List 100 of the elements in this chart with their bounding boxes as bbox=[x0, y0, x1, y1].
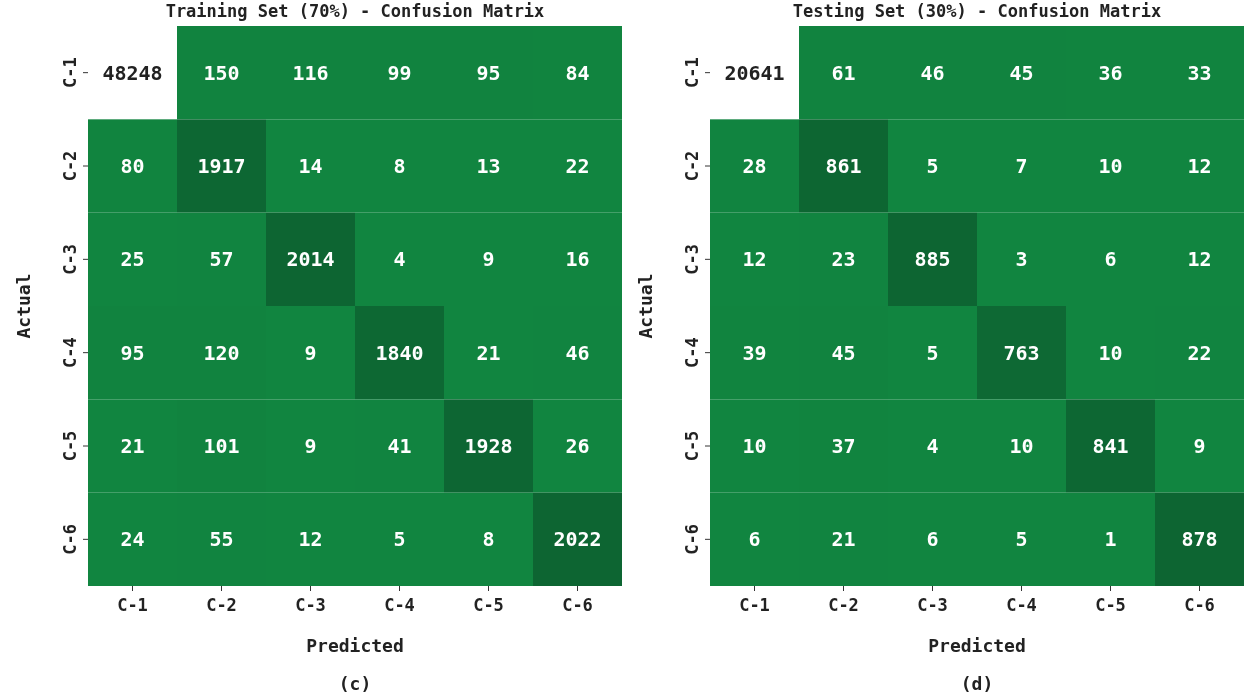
x-axis-title: Predicted bbox=[928, 635, 1026, 656]
x-tick-label: C-2 bbox=[828, 595, 859, 615]
data-label: 9 bbox=[304, 434, 317, 458]
data-label: 861 bbox=[825, 154, 862, 178]
data-label: 21 bbox=[476, 340, 501, 365]
text: (c) bbox=[338, 673, 372, 694]
data-label: 48248 bbox=[102, 60, 163, 85]
data-label: 1840 bbox=[375, 340, 424, 365]
data-label: 5 bbox=[926, 340, 939, 365]
data-label: 46 bbox=[565, 340, 590, 365]
x-tick-label: C-1 bbox=[739, 595, 770, 615]
data-label: 25 bbox=[120, 247, 145, 272]
x-tick-label: C-4 bbox=[1006, 595, 1037, 615]
data-label: 12 bbox=[1187, 247, 1212, 272]
data-label: 61 bbox=[831, 60, 856, 85]
y-tick-label: C-4 bbox=[682, 337, 702, 369]
data-label: 13 bbox=[476, 154, 501, 178]
y-tick-label: C-5 bbox=[682, 430, 702, 462]
data-label: 12 bbox=[1187, 154, 1212, 178]
y-tick-label: C-2 bbox=[60, 150, 80, 182]
data-label: 80 bbox=[120, 154, 145, 178]
data-label: 24 bbox=[120, 527, 145, 552]
data-label: 120 bbox=[203, 340, 240, 365]
data-label: 10 bbox=[1098, 154, 1123, 178]
data-label: 45 bbox=[1009, 60, 1034, 85]
y-tick-label: C-6 bbox=[682, 523, 702, 555]
data-label: 6 bbox=[1104, 247, 1117, 272]
x-tick-label: C-1 bbox=[117, 595, 148, 615]
data-label: 33 bbox=[1187, 60, 1212, 85]
y-tick-label: C-2 bbox=[682, 150, 702, 182]
data-label: 22 bbox=[1187, 340, 1212, 365]
x-tick-label: C-3 bbox=[917, 595, 948, 615]
data-label: 8 bbox=[393, 154, 406, 178]
data-label: 2014 bbox=[286, 247, 335, 272]
y-tick-label: C-3 bbox=[682, 243, 702, 275]
x-tick-label: C-3 bbox=[295, 595, 326, 615]
y-tick-label: C-6 bbox=[60, 523, 80, 555]
data-label: 2022 bbox=[553, 527, 602, 552]
x-tick-label: C-5 bbox=[473, 595, 504, 615]
data-label: 101 bbox=[203, 434, 240, 458]
data-label: 10 bbox=[1009, 434, 1034, 458]
data-label: 26 bbox=[565, 434, 590, 458]
data-label: 763 bbox=[1003, 340, 1040, 365]
data-label: 10 bbox=[742, 434, 767, 458]
data-label: 99 bbox=[387, 60, 412, 85]
data-label: 12 bbox=[742, 247, 767, 272]
chart-title: Testing Set (30%) - Confusion Matrix bbox=[792, 1, 1162, 21]
data-label: 46 bbox=[920, 60, 945, 85]
data-label: 37 bbox=[831, 434, 856, 458]
data-label: 12 bbox=[298, 527, 323, 552]
data-label: 1928 bbox=[464, 434, 513, 458]
data-label: 4 bbox=[393, 247, 406, 272]
y-tick-label: C-4 bbox=[60, 337, 80, 369]
data-label: 9 bbox=[304, 340, 317, 365]
x-tick-label: C-2 bbox=[206, 595, 237, 615]
data-label: 9 bbox=[482, 247, 495, 272]
data-label: 95 bbox=[476, 60, 501, 85]
data-label: 10 bbox=[1098, 340, 1123, 365]
data-label: 41 bbox=[387, 434, 412, 458]
x-axis-title: Predicted bbox=[306, 635, 404, 656]
data-label: 3 bbox=[1015, 247, 1028, 272]
y-tick-label: C-1 bbox=[682, 57, 702, 89]
x-tick-label: C-4 bbox=[384, 595, 415, 615]
data-label: 6 bbox=[748, 527, 761, 552]
text: (d) bbox=[960, 673, 994, 694]
data-label: 5 bbox=[926, 154, 939, 178]
data-label: 4 bbox=[926, 434, 939, 458]
data-label: 45 bbox=[831, 340, 856, 365]
y-tick-label: C-1 bbox=[60, 57, 80, 89]
data-label: 1 bbox=[1104, 527, 1117, 552]
data-label: 84 bbox=[565, 60, 590, 85]
data-label: 116 bbox=[292, 60, 329, 85]
x-tick-label: C-6 bbox=[562, 595, 593, 615]
data-label: 23 bbox=[831, 247, 856, 272]
data-label: 16 bbox=[565, 247, 590, 272]
data-label: 5 bbox=[1015, 527, 1028, 552]
data-label: 8 bbox=[482, 527, 495, 552]
data-label: 21 bbox=[120, 434, 145, 458]
data-label: 95 bbox=[120, 340, 145, 365]
x-tick-label: C-6 bbox=[1184, 595, 1215, 615]
data-label: 878 bbox=[1181, 527, 1218, 552]
data-label: 9 bbox=[1193, 434, 1206, 458]
data-label: 7 bbox=[1015, 154, 1028, 178]
data-label: 55 bbox=[209, 527, 234, 552]
data-label: 150 bbox=[203, 60, 240, 85]
data-label: 57 bbox=[209, 247, 234, 272]
data-label: 21 bbox=[831, 527, 856, 552]
data-label: 885 bbox=[914, 247, 951, 272]
data-label: 14 bbox=[298, 154, 323, 178]
data-label: 28 bbox=[742, 154, 767, 178]
data-label: 6 bbox=[926, 527, 939, 552]
y-tick-label: C-5 bbox=[60, 430, 80, 462]
y-axis-title: Actual bbox=[13, 273, 34, 339]
data-label: 39 bbox=[742, 340, 767, 365]
data-label: 1917 bbox=[197, 154, 246, 178]
data-label: 20641 bbox=[724, 60, 785, 85]
data-label: 5 bbox=[393, 527, 406, 552]
y-tick-label: C-3 bbox=[60, 243, 80, 275]
data-label: 36 bbox=[1098, 60, 1123, 85]
y-axis-title: Actual bbox=[635, 273, 656, 339]
